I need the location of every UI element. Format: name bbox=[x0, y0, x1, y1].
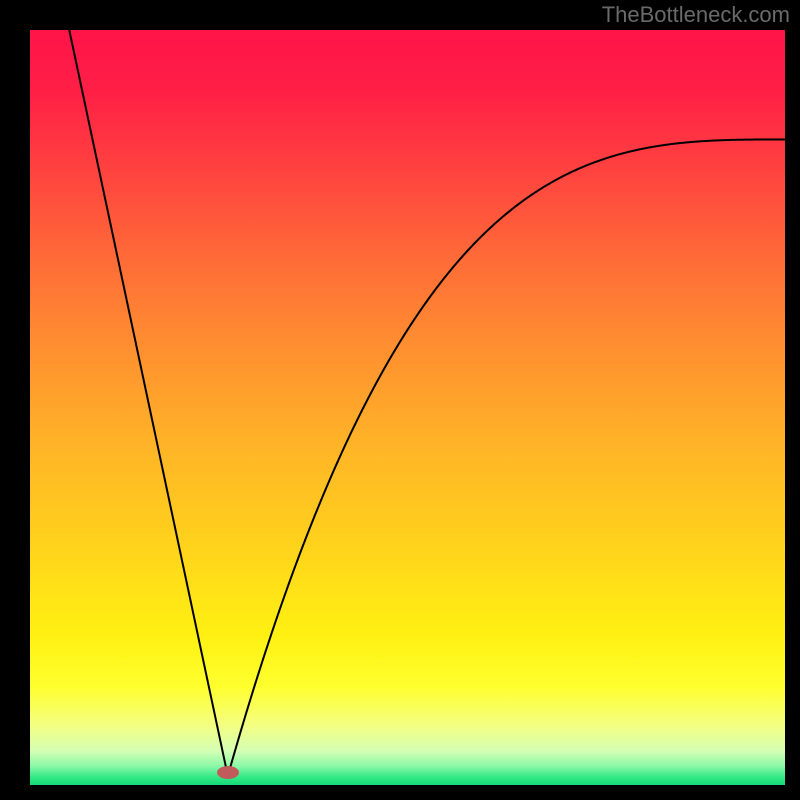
chart-root: TheBottleneck.com bbox=[0, 0, 800, 800]
watermark-text: TheBottleneck.com bbox=[602, 2, 790, 28]
chart-svg bbox=[30, 30, 785, 785]
plot-area bbox=[30, 30, 785, 785]
optimal-point-marker bbox=[217, 766, 239, 779]
